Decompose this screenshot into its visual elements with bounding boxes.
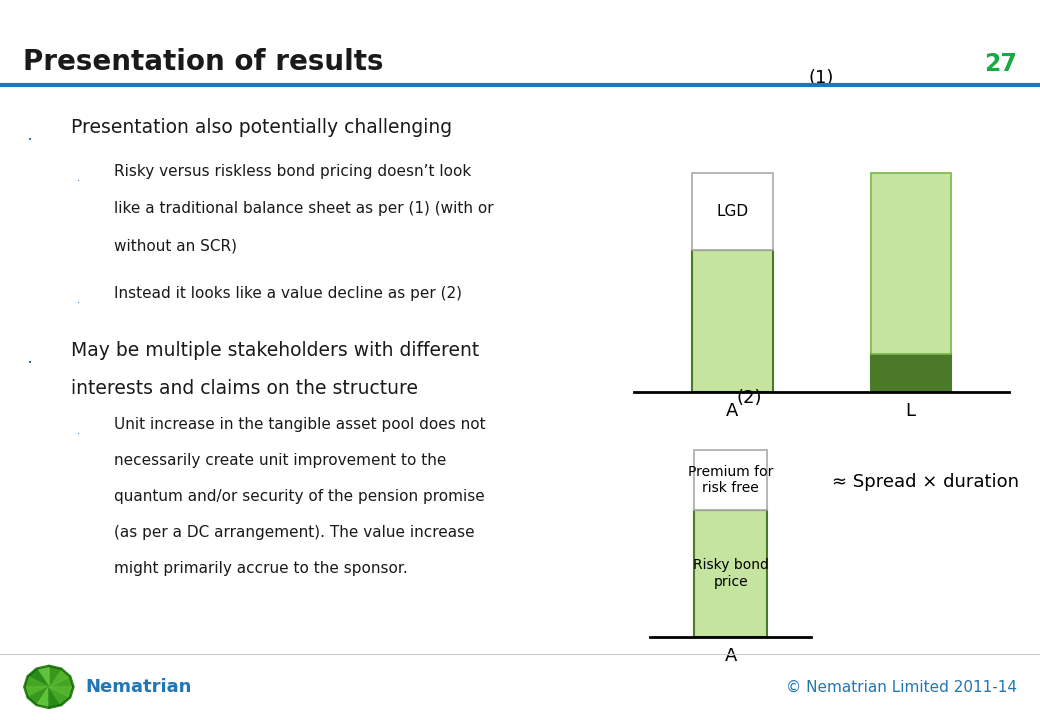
- Polygon shape: [28, 687, 49, 705]
- Bar: [693, 173, 773, 250]
- Bar: [695, 510, 766, 637]
- Text: Presentation of results: Presentation of results: [23, 48, 384, 76]
- Text: May be multiple stakeholders with different: May be multiple stakeholders with differ…: [71, 341, 479, 360]
- Text: ≈ Spread × duration: ≈ Spread × duration: [832, 474, 1019, 491]
- Text: (2): (2): [736, 389, 761, 407]
- Polygon shape: [37, 667, 49, 687]
- Bar: [693, 250, 773, 392]
- Text: Presentation also potentially challenging: Presentation also potentially challengin…: [71, 118, 451, 137]
- Text: without an SCR): without an SCR): [114, 238, 237, 253]
- Text: Premium for
risk free: Premium for risk free: [687, 465, 774, 495]
- Text: might primarily accrue to the sponsor.: might primarily accrue to the sponsor.: [114, 561, 408, 576]
- Polygon shape: [25, 687, 49, 697]
- Polygon shape: [24, 665, 74, 708]
- Polygon shape: [28, 669, 49, 687]
- Polygon shape: [49, 669, 70, 687]
- Text: necessarily create unit improvement to the: necessarily create unit improvement to t…: [114, 453, 447, 468]
- Bar: [870, 173, 951, 354]
- Polygon shape: [49, 677, 73, 687]
- Polygon shape: [49, 687, 73, 697]
- Text: LGD: LGD: [717, 204, 749, 219]
- Text: (1): (1): [809, 69, 834, 87]
- Polygon shape: [49, 667, 60, 687]
- Text: Unit increase in the tangible asset pool does not: Unit increase in the tangible asset pool…: [114, 417, 486, 432]
- Text: Nematrian: Nematrian: [85, 678, 191, 696]
- Text: Instead it looks like a value decline as per (2): Instead it looks like a value decline as…: [114, 286, 463, 301]
- Polygon shape: [49, 687, 60, 707]
- Text: quantum and/or security of the pension promise: quantum and/or security of the pension p…: [114, 489, 485, 504]
- Polygon shape: [37, 687, 49, 707]
- Text: © Nematrian Limited 2011-14: © Nematrian Limited 2011-14: [786, 680, 1017, 694]
- Text: like a traditional balance sheet as per (1) (with or: like a traditional balance sheet as per …: [114, 201, 494, 216]
- Text: (as per a DC arrangement). The value increase: (as per a DC arrangement). The value inc…: [114, 525, 475, 540]
- Text: interests and claims on the structure: interests and claims on the structure: [71, 379, 418, 398]
- Polygon shape: [25, 677, 49, 687]
- Polygon shape: [49, 687, 70, 705]
- Bar: [695, 450, 766, 510]
- Bar: [870, 354, 951, 392]
- Text: Risky versus riskless bond pricing doesn’t look: Risky versus riskless bond pricing doesn…: [114, 163, 472, 179]
- Text: Risky bond
price: Risky bond price: [693, 559, 769, 588]
- Text: 27: 27: [984, 52, 1017, 76]
